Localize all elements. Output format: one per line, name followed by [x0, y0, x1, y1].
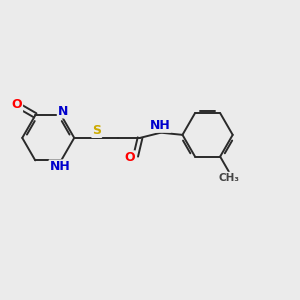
Text: CH₃: CH₃ [218, 173, 239, 183]
Text: N: N [58, 104, 68, 118]
Text: NH: NH [50, 160, 70, 173]
Text: O: O [11, 98, 22, 112]
Text: S: S [92, 124, 101, 137]
Text: NH: NH [150, 119, 170, 132]
Text: O: O [124, 151, 135, 164]
